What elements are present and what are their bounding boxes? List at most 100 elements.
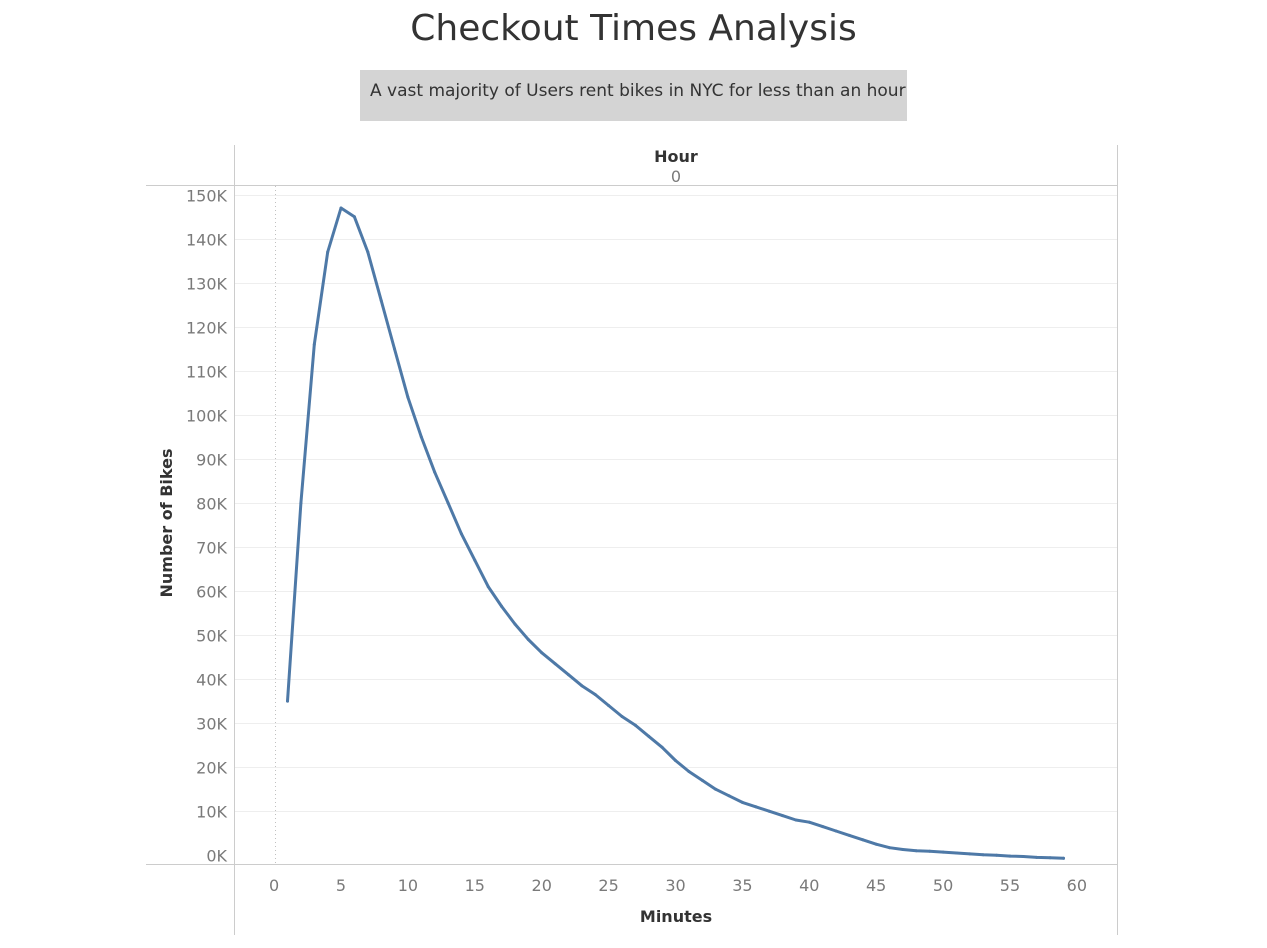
y-axis-ticks: 0K 10K 20K 30K 40K 50K 60K 70K 80K 90K 100K 110K 120… <box>186 187 228 866</box>
data-point <box>901 848 905 851</box>
x-tick-label: 15 <box>465 876 485 895</box>
data-point <box>339 206 343 210</box>
data-point <box>861 838 865 842</box>
data-point <box>834 829 838 833</box>
data-point <box>352 215 356 219</box>
x-tick-label: 45 <box>866 876 886 895</box>
subtitle-text: A vast majority of Users rent bikes in N… <box>370 81 906 101</box>
series-points <box>286 206 1065 860</box>
data-point <box>754 805 758 809</box>
data-point <box>740 800 744 804</box>
data-point <box>580 684 584 688</box>
data-point <box>660 745 664 749</box>
x-tick-label: 25 <box>598 876 618 895</box>
chart-frame <box>146 145 1118 935</box>
y-tick-label: 150K <box>186 187 228 206</box>
x-tick-label: 10 <box>398 876 418 895</box>
x-tick-label: 55 <box>1000 876 1020 895</box>
data-point <box>540 651 544 655</box>
data-point <box>928 849 932 853</box>
y-axis-title: Number of Bikes <box>157 448 176 597</box>
y-tick-label: 50K <box>196 627 227 646</box>
data-point <box>941 850 945 854</box>
x-tick-label: 40 <box>799 876 819 895</box>
header-value: 0 <box>671 167 681 186</box>
data-point <box>513 622 517 626</box>
y-tick-label: 80K <box>196 495 227 514</box>
y-tick-label: 70K <box>196 539 227 558</box>
data-point <box>794 818 798 822</box>
y-tick-label: 130K <box>186 275 228 294</box>
data-point <box>968 852 972 856</box>
x-tick-label: 5 <box>336 876 346 895</box>
y-tick-label: 140K <box>186 231 228 250</box>
x-axis-title: Minutes <box>640 907 712 926</box>
data-point <box>955 851 958 855</box>
x-tick-label: 50 <box>933 876 953 895</box>
data-point <box>393 347 396 351</box>
data-point <box>781 814 784 818</box>
y-tick-label: 0K <box>206 847 227 866</box>
data-point <box>1048 856 1052 860</box>
data-point <box>1062 856 1065 860</box>
data-point <box>1035 855 1039 859</box>
data-point <box>847 833 851 837</box>
data-point <box>714 787 718 791</box>
gridlines <box>234 195 1117 812</box>
data-point <box>821 825 825 829</box>
data-point <box>914 849 918 853</box>
data-point <box>366 250 370 254</box>
data-point <box>406 395 410 399</box>
y-tick-label: 60K <box>196 583 227 602</box>
data-point <box>1021 855 1025 858</box>
y-tick-label: 30K <box>196 715 227 734</box>
chart-title: Checkout Times Analysis <box>410 8 857 49</box>
data-point <box>433 470 437 474</box>
y-tick-label: 120K <box>186 319 228 338</box>
data-point <box>326 250 330 254</box>
x-tick-label: 60 <box>1067 876 1087 895</box>
data-point <box>567 673 570 677</box>
data-point <box>607 704 611 707</box>
data-point <box>647 734 651 738</box>
data-point <box>299 501 303 505</box>
data-point <box>995 853 999 857</box>
y-tick-label: 20K <box>196 759 227 778</box>
x-tick-label: 35 <box>732 876 752 895</box>
data-point <box>500 604 504 608</box>
data-point <box>486 585 490 589</box>
x-axis-ticks: 0 5 10 15 20 25 30 35 40 45 50 55 60 <box>269 876 1087 895</box>
x-tick-label: 20 <box>532 876 552 895</box>
x-tick-label: 30 <box>665 876 685 895</box>
x-tick-label: 0 <box>269 876 279 895</box>
data-point <box>981 853 985 857</box>
data-point <box>767 809 771 813</box>
data-point <box>807 820 811 824</box>
y-tick-label: 40K <box>196 671 227 690</box>
data-point <box>888 846 892 850</box>
data-point <box>674 759 677 762</box>
data-point <box>446 501 450 505</box>
y-tick-label: 10K <box>196 803 227 822</box>
data-point <box>633 723 637 727</box>
data-point <box>379 299 383 302</box>
data-point <box>874 842 878 846</box>
data-point <box>687 770 691 773</box>
data-point <box>620 715 624 718</box>
data-point <box>312 343 316 346</box>
data-point <box>1008 854 1012 858</box>
data-point <box>727 794 731 798</box>
data-point <box>700 778 704 782</box>
y-tick-label: 90K <box>196 451 227 470</box>
data-point <box>459 532 463 536</box>
data-point <box>473 558 477 562</box>
data-point <box>526 638 530 641</box>
y-tick-label: 110K <box>186 363 228 382</box>
header-label: Hour <box>654 147 698 166</box>
data-point <box>593 693 597 696</box>
y-tick-label: 100K <box>186 407 228 426</box>
data-point <box>553 662 557 666</box>
data-point <box>419 435 423 439</box>
subtitle-caption: A vast majority of Users rent bikes in N… <box>360 70 907 121</box>
